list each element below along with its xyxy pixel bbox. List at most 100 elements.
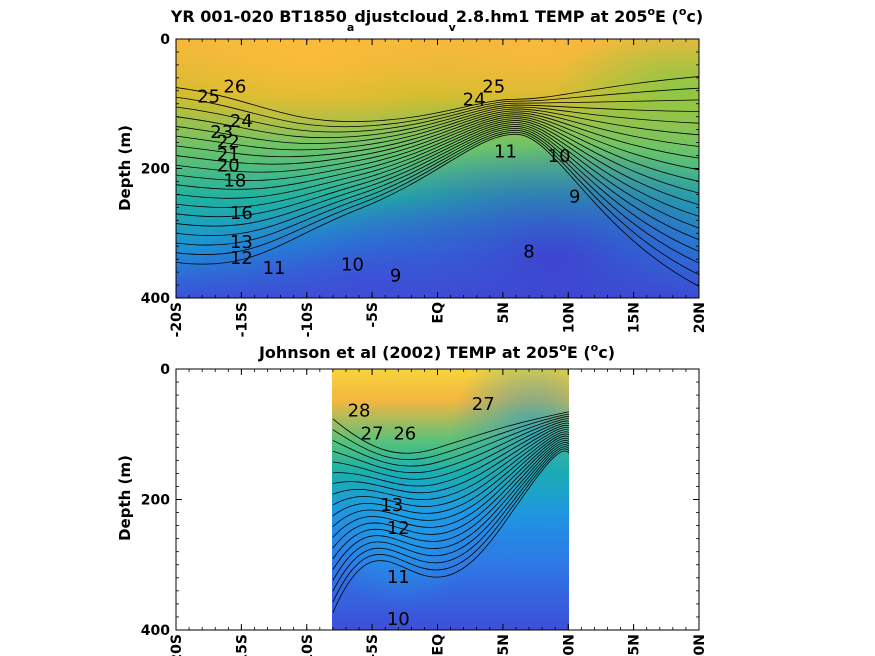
top-contour-lines	[176, 76, 699, 287]
y-tick-label: 0	[160, 32, 170, 48]
contour-label: 21	[217, 145, 240, 166]
x-tick-label: 5N	[496, 634, 512, 655]
contour-label: 11	[263, 258, 286, 279]
contour-line	[332, 435, 569, 538]
contour-label: 26	[223, 77, 246, 98]
contour-label: 10	[387, 609, 410, 630]
contour-label: 11	[494, 141, 517, 162]
contour-label: 27	[361, 423, 384, 444]
y-tick-label: 200	[141, 162, 170, 178]
contour-label: 26	[393, 423, 416, 444]
contour-label: 24	[463, 90, 486, 111]
contour-label: 13	[230, 232, 253, 253]
contour-line	[332, 446, 569, 592]
x-tick-label: 10N	[561, 302, 577, 333]
contour-line	[332, 433, 569, 527]
x-tick-label: 5N	[496, 302, 512, 323]
contour-label: 27	[472, 394, 495, 415]
contour-line	[176, 104, 699, 139]
y-tick-label: 0	[160, 362, 170, 378]
contour-line	[332, 418, 569, 474]
contour-label: 8	[523, 242, 534, 263]
x-tick-label: EQ	[431, 302, 447, 324]
contour-line	[332, 420, 569, 480]
top-ticks: -20S -15S -10S -5S EQ 5N 10N 15N 20N 0 200 400	[141, 32, 708, 337]
top-title: YR 001-020 BT1850adjustcloudv2.8.hm1 TEM…	[170, 5, 703, 34]
contour-line	[176, 110, 699, 158]
x-tick-label: -5S	[365, 302, 381, 328]
contour-label: 11	[387, 567, 410, 588]
contour-label: 23	[210, 122, 233, 143]
contour-label: 9	[569, 187, 580, 208]
contour-line	[176, 99, 699, 133]
contour-label: 22	[217, 132, 240, 153]
contour-line	[332, 448, 569, 603]
contour-label: 16	[230, 203, 253, 224]
bottom-color-field	[332, 369, 569, 630]
x-tick-label: -20S	[169, 634, 185, 656]
x-tick-label: -20S	[169, 302, 185, 337]
x-tick-label: EQ	[431, 634, 447, 656]
y-tick-label: 200	[141, 493, 170, 509]
contour-line	[176, 87, 699, 128]
contour-line	[176, 106, 699, 144]
contour-line	[176, 127, 699, 252]
contour-line	[332, 442, 569, 570]
contour-line	[332, 450, 569, 613]
contour-label: 13	[380, 495, 403, 516]
x-tick-label: -10S	[300, 634, 316, 656]
x-tick-label: -10S	[300, 302, 316, 337]
contour-line	[176, 129, 699, 264]
contour-line	[176, 122, 699, 217]
contour-label: 25	[482, 77, 505, 98]
contour-label: 20	[217, 156, 240, 177]
contour-label: 24	[230, 111, 253, 132]
contour-label: 10	[548, 146, 571, 167]
top-y-axis-label: Depth (m)	[116, 125, 134, 211]
contour-line	[332, 440, 569, 560]
x-tick-label: -5S	[365, 634, 381, 656]
contour-label: 12	[387, 518, 410, 539]
contour-label: 28	[348, 400, 371, 421]
contour-line	[176, 114, 699, 173]
contour-line	[332, 411, 569, 454]
contour-label: 18	[223, 170, 246, 191]
x-tick-label: -15S	[234, 634, 250, 656]
contour-line	[332, 424, 569, 494]
x-tick-label: 20N	[692, 634, 708, 656]
x-tick-label: 15N	[627, 634, 643, 656]
contour-line	[176, 108, 699, 151]
contour-line	[176, 112, 699, 165]
x-tick-label: -15S	[234, 302, 250, 337]
contour-line	[176, 120, 699, 206]
bottom-contour-lines	[332, 411, 569, 613]
bottom-y-axis-label: Depth (m)	[116, 455, 134, 541]
x-tick-label: 15N	[627, 302, 643, 333]
contour-label: 12	[230, 248, 253, 269]
contour-label: 10	[341, 255, 364, 276]
contour-line	[332, 422, 569, 487]
x-tick-label: 10N	[561, 634, 577, 656]
contour-label: 25	[197, 86, 220, 107]
contour-line	[176, 126, 699, 241]
y-tick-label: 400	[141, 291, 170, 307]
contour-line	[332, 427, 569, 500]
contour-line	[176, 118, 699, 194]
contour-line	[332, 444, 569, 581]
contour-label: 9	[390, 266, 401, 287]
contour-line	[176, 131, 699, 276]
bottom-title: Johnson et al (2002) TEMP at 205oE (oc)	[258, 341, 615, 362]
bottom-ticks: -20S -15S -10S -5S EQ 5N 10N 15N 20N 0 200 400	[141, 362, 708, 656]
contour-line	[332, 413, 569, 461]
contour-line	[176, 133, 699, 287]
x-tick-label: 20N	[692, 302, 708, 333]
contour-line	[332, 431, 569, 517]
contour-line	[332, 429, 569, 507]
contour-line	[332, 416, 569, 467]
y-tick-label: 400	[141, 623, 170, 639]
